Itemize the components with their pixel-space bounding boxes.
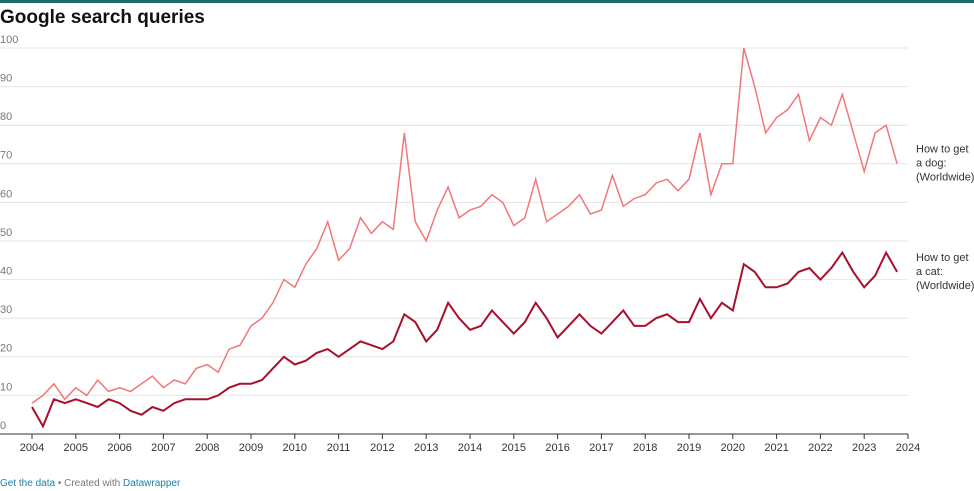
x-tick-label: 2011 [327, 442, 351, 454]
x-tick-label: 2022 [808, 442, 832, 454]
x-tick-label: 2016 [545, 442, 569, 454]
x-tick-label: 2018 [633, 442, 657, 454]
series-label: a dog: [916, 158, 947, 170]
series-label: a cat: [916, 266, 943, 278]
y-tick-label: 50 [0, 227, 12, 239]
chart-title: Google search queries [0, 7, 205, 28]
series-label: How to get [916, 252, 969, 264]
line [31, 250, 898, 429]
y-tick-label: 80 [0, 111, 12, 123]
x-tick-label: 2009 [239, 442, 263, 454]
x-tick-label: 2014 [458, 442, 482, 454]
x-tick-label: 2023 [852, 442, 876, 454]
footer: Get the data • Created with Datawrapper [0, 478, 181, 489]
y-tick-label: 90 [0, 73, 12, 85]
x-tick-label: 2013 [414, 442, 438, 454]
x-tick-label: 2010 [283, 442, 307, 454]
footer-link[interactable]: Get the data [0, 478, 55, 489]
y-tick-label: 0 [0, 420, 6, 432]
x-tick-label: 2024 [896, 442, 920, 454]
x-tick-label: 2020 [721, 442, 745, 454]
x-tick-label: 2015 [502, 442, 526, 454]
x-tick-label: 2019 [677, 442, 701, 454]
series-label: How to get [916, 144, 969, 156]
y-tick-label: 60 [0, 188, 12, 200]
y-tick-label: 70 [0, 150, 12, 162]
y-tick-label: 40 [0, 266, 12, 278]
footer-link[interactable]: Datawrapper [123, 478, 181, 489]
x-tick-label: 2012 [370, 442, 394, 454]
y-tick-label: 10 [0, 381, 12, 393]
footer-text: • Created with [55, 478, 123, 489]
x-tick-label: 2005 [64, 442, 88, 454]
y-tick-label: 20 [0, 343, 12, 355]
line [31, 47, 898, 404]
series-label: (Worldwide) [916, 172, 974, 184]
series-label: (Worldwide) [916, 280, 974, 292]
y-tick-label: 30 [0, 304, 12, 316]
x-tick-label: 2006 [107, 442, 131, 454]
x-tick-label: 2021 [764, 442, 788, 454]
x-tick-label: 2004 [20, 442, 44, 454]
top-border [0, 0, 974, 3]
x-tick-label: 2007 [151, 442, 175, 454]
x-tick-label: 2017 [589, 442, 613, 454]
y-tick-label: 100 [0, 34, 18, 46]
x-tick-label: 2008 [195, 442, 219, 454]
